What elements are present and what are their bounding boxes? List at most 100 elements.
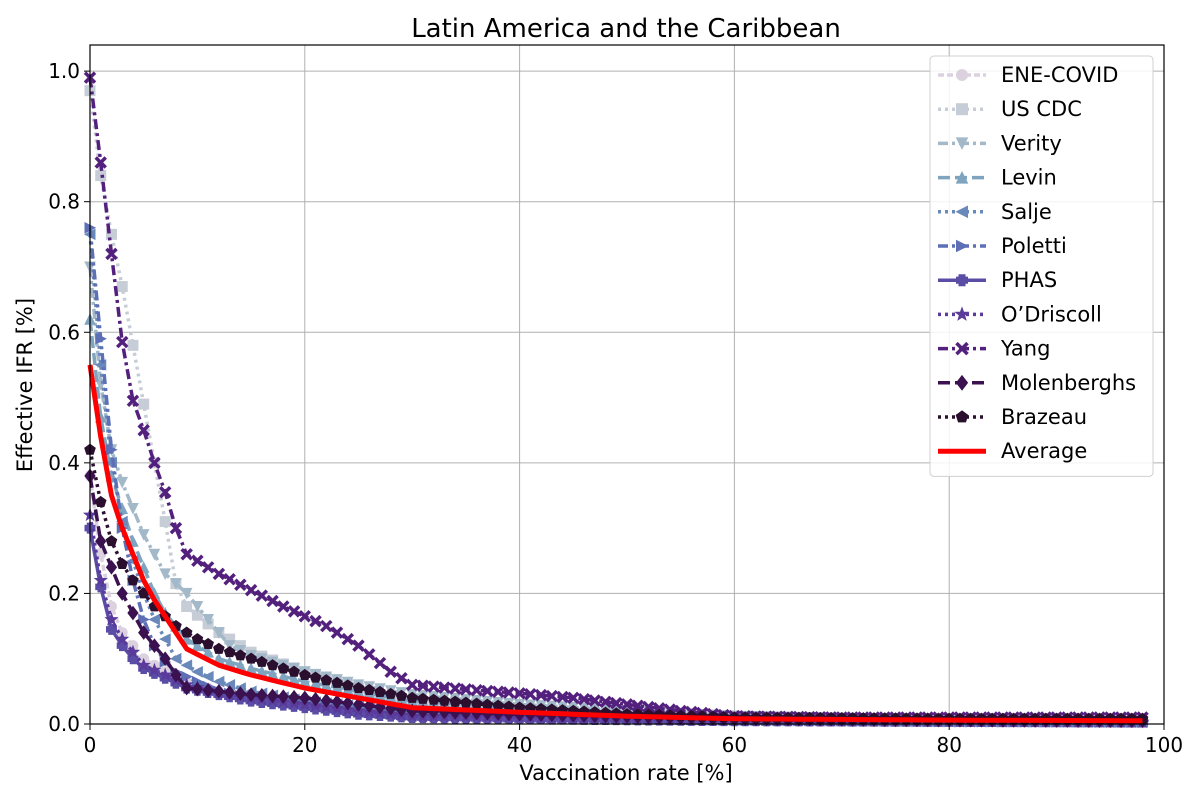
data-point (299, 690, 311, 706)
data-point (116, 281, 128, 293)
data-point (93, 572, 108, 587)
data-point (352, 639, 365, 652)
legend-item: Poletti (938, 234, 1067, 258)
legend-item: Verity (938, 131, 1062, 155)
data-point (631, 699, 644, 712)
x-tick-label: 60 (722, 733, 747, 757)
data-point (642, 700, 655, 714)
data-point (158, 667, 173, 682)
series-line (88, 475, 1143, 725)
data-point (309, 614, 322, 628)
legend-label: Salje (1001, 200, 1052, 224)
data-point (320, 693, 332, 708)
data-point (534, 688, 548, 702)
data-point (427, 693, 440, 705)
legend-item: O’Driscoll (938, 302, 1102, 326)
legend-item: Yang (938, 337, 1050, 361)
data-point (588, 694, 602, 707)
x-marker-stroke (459, 683, 473, 696)
x-marker-stroke (438, 681, 451, 694)
legend-label: Brazeau (1001, 405, 1087, 429)
data-point (158, 485, 172, 499)
legend-label: Levin (1001, 166, 1057, 190)
data-point (191, 681, 204, 697)
data-point (417, 692, 429, 704)
x-marker-stroke (491, 685, 505, 698)
data-point (116, 586, 128, 601)
data-point (256, 687, 268, 703)
data-point (320, 674, 333, 686)
x-marker-stroke (524, 687, 537, 701)
data-point (331, 694, 343, 710)
data-point (502, 686, 516, 699)
x-marker-stroke (266, 594, 279, 608)
x-marker-stroke (427, 680, 440, 693)
series-10 (84, 443, 1149, 724)
data-point (180, 587, 193, 600)
x-axis-label: Vaccination rate [%] (519, 761, 732, 785)
data-point (223, 573, 236, 586)
x-marker-stroke (341, 632, 354, 646)
legend-item: Average (938, 439, 1087, 463)
data-point (277, 600, 290, 613)
x-marker-stroke (105, 247, 118, 261)
legend-label: US CDC (1001, 97, 1082, 121)
data-point (191, 554, 204, 568)
legend: ENE-COVID US CDC Verity Levin Salje Poletti PH… (929, 55, 1154, 477)
data-point (405, 678, 419, 692)
data-point (191, 665, 203, 678)
legend-item: Salje (938, 200, 1052, 224)
data-point (136, 657, 151, 672)
x-marker-stroke (577, 692, 591, 706)
y-axis-label: Effective IFR [%] (13, 298, 37, 472)
data-point (956, 69, 968, 81)
data-point (955, 137, 969, 151)
chart-title: Latin America and the Caribbean (411, 14, 841, 44)
data-point (191, 633, 204, 645)
x-marker-stroke (545, 689, 559, 703)
data-point (470, 683, 483, 697)
x-marker-stroke (277, 600, 290, 613)
data-point (287, 605, 301, 618)
data-point (556, 690, 569, 704)
data-point (331, 676, 343, 688)
data-point (956, 274, 968, 287)
data-point (148, 613, 160, 626)
data-point (956, 239, 969, 253)
data-point (159, 651, 171, 667)
data-point (309, 671, 322, 683)
data-point (181, 680, 193, 696)
x-axis: 0 20 40 60 80 100 (84, 724, 1183, 757)
data-point (202, 614, 214, 626)
x-marker-stroke (126, 394, 140, 408)
data-point (180, 626, 193, 638)
data-point (201, 561, 215, 574)
data-point (266, 659, 279, 671)
data-point (127, 574, 139, 586)
data-point (599, 695, 612, 709)
data-point (170, 578, 182, 590)
data-point (115, 631, 130, 646)
data-point (138, 625, 150, 640)
data-point (127, 605, 139, 621)
x-marker-stroke (556, 690, 569, 704)
series-6 (84, 522, 1149, 728)
data-point (256, 655, 268, 667)
y-tick-label: 0.4 (48, 451, 80, 475)
data-point (159, 568, 171, 580)
data-point (159, 516, 171, 528)
x-tick-label: 100 (1145, 733, 1183, 757)
x-marker-stroke (212, 567, 226, 581)
data-point (620, 698, 634, 711)
x-marker-stroke (94, 156, 107, 169)
legend-label: Average (1001, 439, 1087, 463)
x-marker-stroke (201, 561, 215, 574)
x-marker-stroke (320, 619, 333, 633)
legend-label: ENE-COVID (1001, 63, 1118, 87)
data-point (105, 559, 118, 575)
data-point (234, 649, 247, 661)
x-marker-stroke (191, 554, 204, 568)
data-point (298, 668, 311, 680)
x-marker-stroke (642, 700, 655, 714)
data-point (170, 667, 182, 683)
